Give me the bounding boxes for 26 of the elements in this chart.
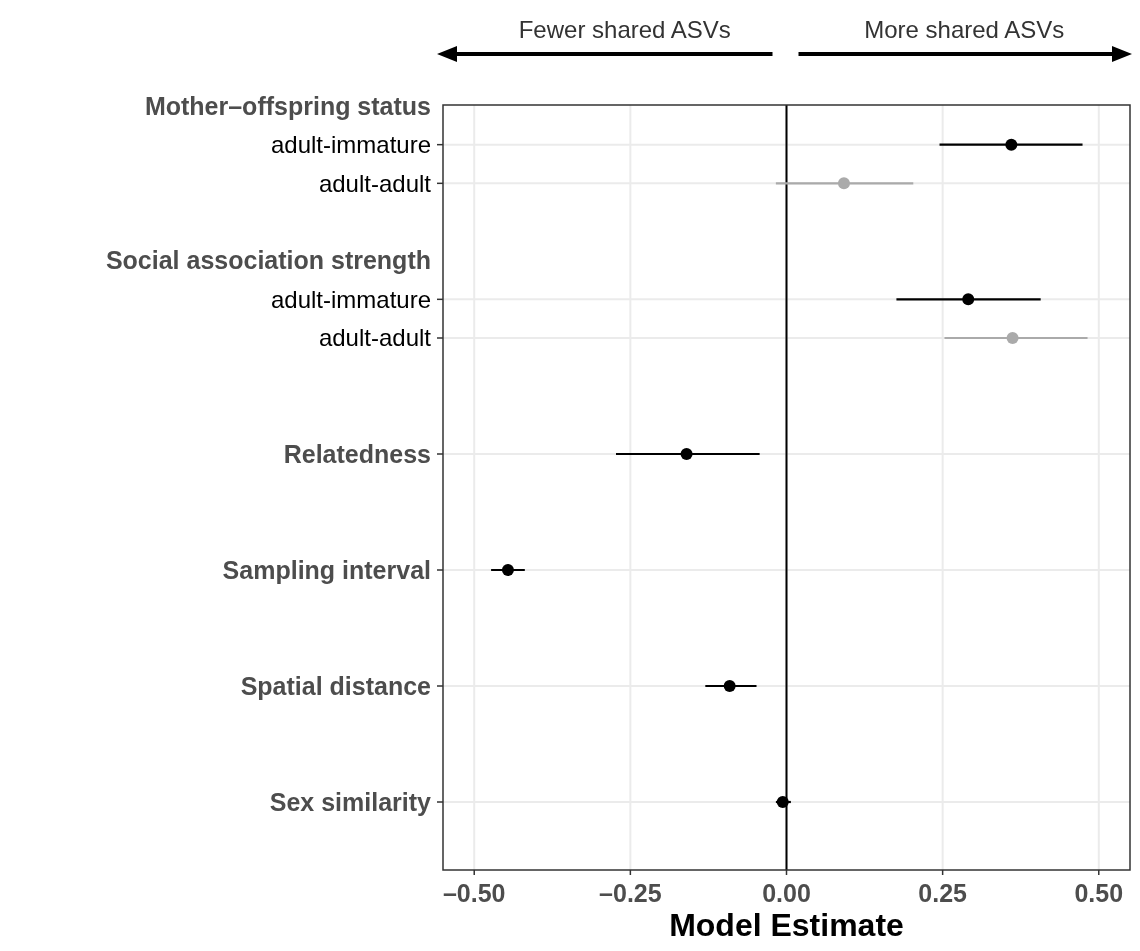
point <box>723 680 736 692</box>
x-tick-label: –0.50 <box>442 879 506 907</box>
y-tick-label: Relatedness <box>283 439 431 468</box>
x-tick-label: 0.50 <box>1074 879 1124 907</box>
y-tick-label: adult-adult <box>318 324 432 352</box>
y-tick-label: adult-immature <box>270 285 431 313</box>
x-axis-title: Model Estimate <box>669 907 904 943</box>
point <box>1005 138 1018 151</box>
y-tick-label: adult-immature <box>270 131 431 159</box>
y-tick-label: Mother–offspring status <box>144 91 431 120</box>
point <box>501 564 514 576</box>
x-tick-label: 0.00 <box>762 879 811 907</box>
point <box>776 796 789 808</box>
y-tick-label: adult-adult <box>318 169 432 197</box>
point <box>680 448 693 460</box>
y-tick-label: Social association strength <box>105 246 431 275</box>
y-tick-label: Sampling interval <box>222 555 431 584</box>
x-tick-label: 0.25 <box>918 879 968 907</box>
text: More shared ASVs <box>864 16 1065 43</box>
text: Fewer shared ASVs <box>518 16 731 43</box>
point <box>837 177 850 190</box>
x-tick-label: –0.25 <box>599 879 662 907</box>
point <box>962 293 975 306</box>
y-tick-label: Spatial distance <box>240 671 432 700</box>
point <box>1006 332 1019 344</box>
y-tick-label: Sex similarity <box>269 787 432 816</box>
